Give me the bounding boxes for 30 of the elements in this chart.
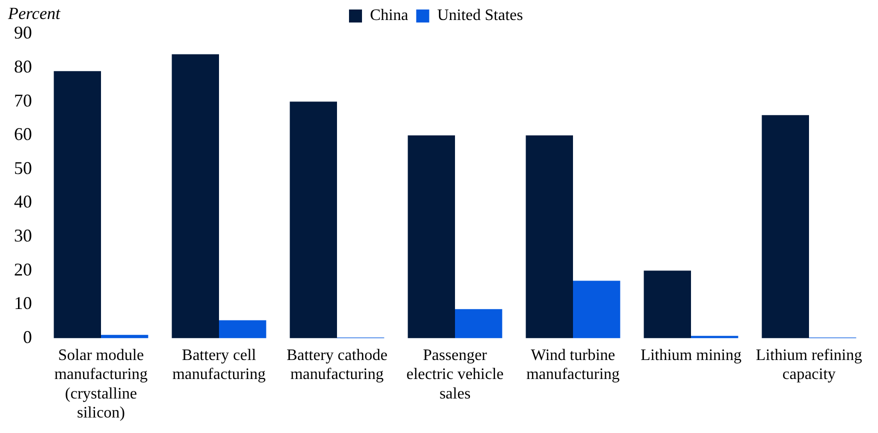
- bar: [219, 320, 266, 338]
- y-tick-label: 20: [14, 259, 32, 280]
- y-tick-label: 90: [14, 22, 32, 43]
- bar: [290, 102, 337, 338]
- y-axis-title: Percent: [8, 4, 60, 24]
- y-tick-label: 0: [23, 326, 32, 347]
- x-tick-label: Lithium refining capacity: [756, 347, 862, 384]
- bar: [762, 115, 809, 338]
- bar: [408, 135, 455, 338]
- x-tick-label: Wind turbine manufacturing: [526, 347, 620, 384]
- y-tick-label: 40: [14, 192, 32, 212]
- bar: [526, 135, 573, 338]
- legend-label: China: [370, 7, 408, 24]
- bar: [172, 54, 219, 338]
- bar: [644, 270, 691, 338]
- bar: [455, 309, 502, 338]
- y-tick-label: 80: [14, 56, 32, 77]
- x-tick-label: Solar module manufacturing (crystalline silicon): [54, 347, 148, 422]
- y-tick-label: 30: [14, 226, 32, 246]
- y-tick-label: 50: [14, 158, 32, 178]
- x-tick-label: Passenger electric vehicle sales: [406, 347, 504, 402]
- y-tick-label: 60: [14, 124, 32, 144]
- x-tick-label: Lithium mining: [640, 347, 742, 364]
- x-tick-label: Battery cell manufacturing: [172, 347, 266, 384]
- bar: [54, 71, 101, 338]
- legend-label: United States: [437, 7, 523, 24]
- y-tick-label: 70: [14, 90, 32, 110]
- y-tick-label: 10: [14, 293, 32, 314]
- bar: [573, 280, 620, 338]
- x-tick-label: Battery cathode manufacturing: [286, 347, 388, 384]
